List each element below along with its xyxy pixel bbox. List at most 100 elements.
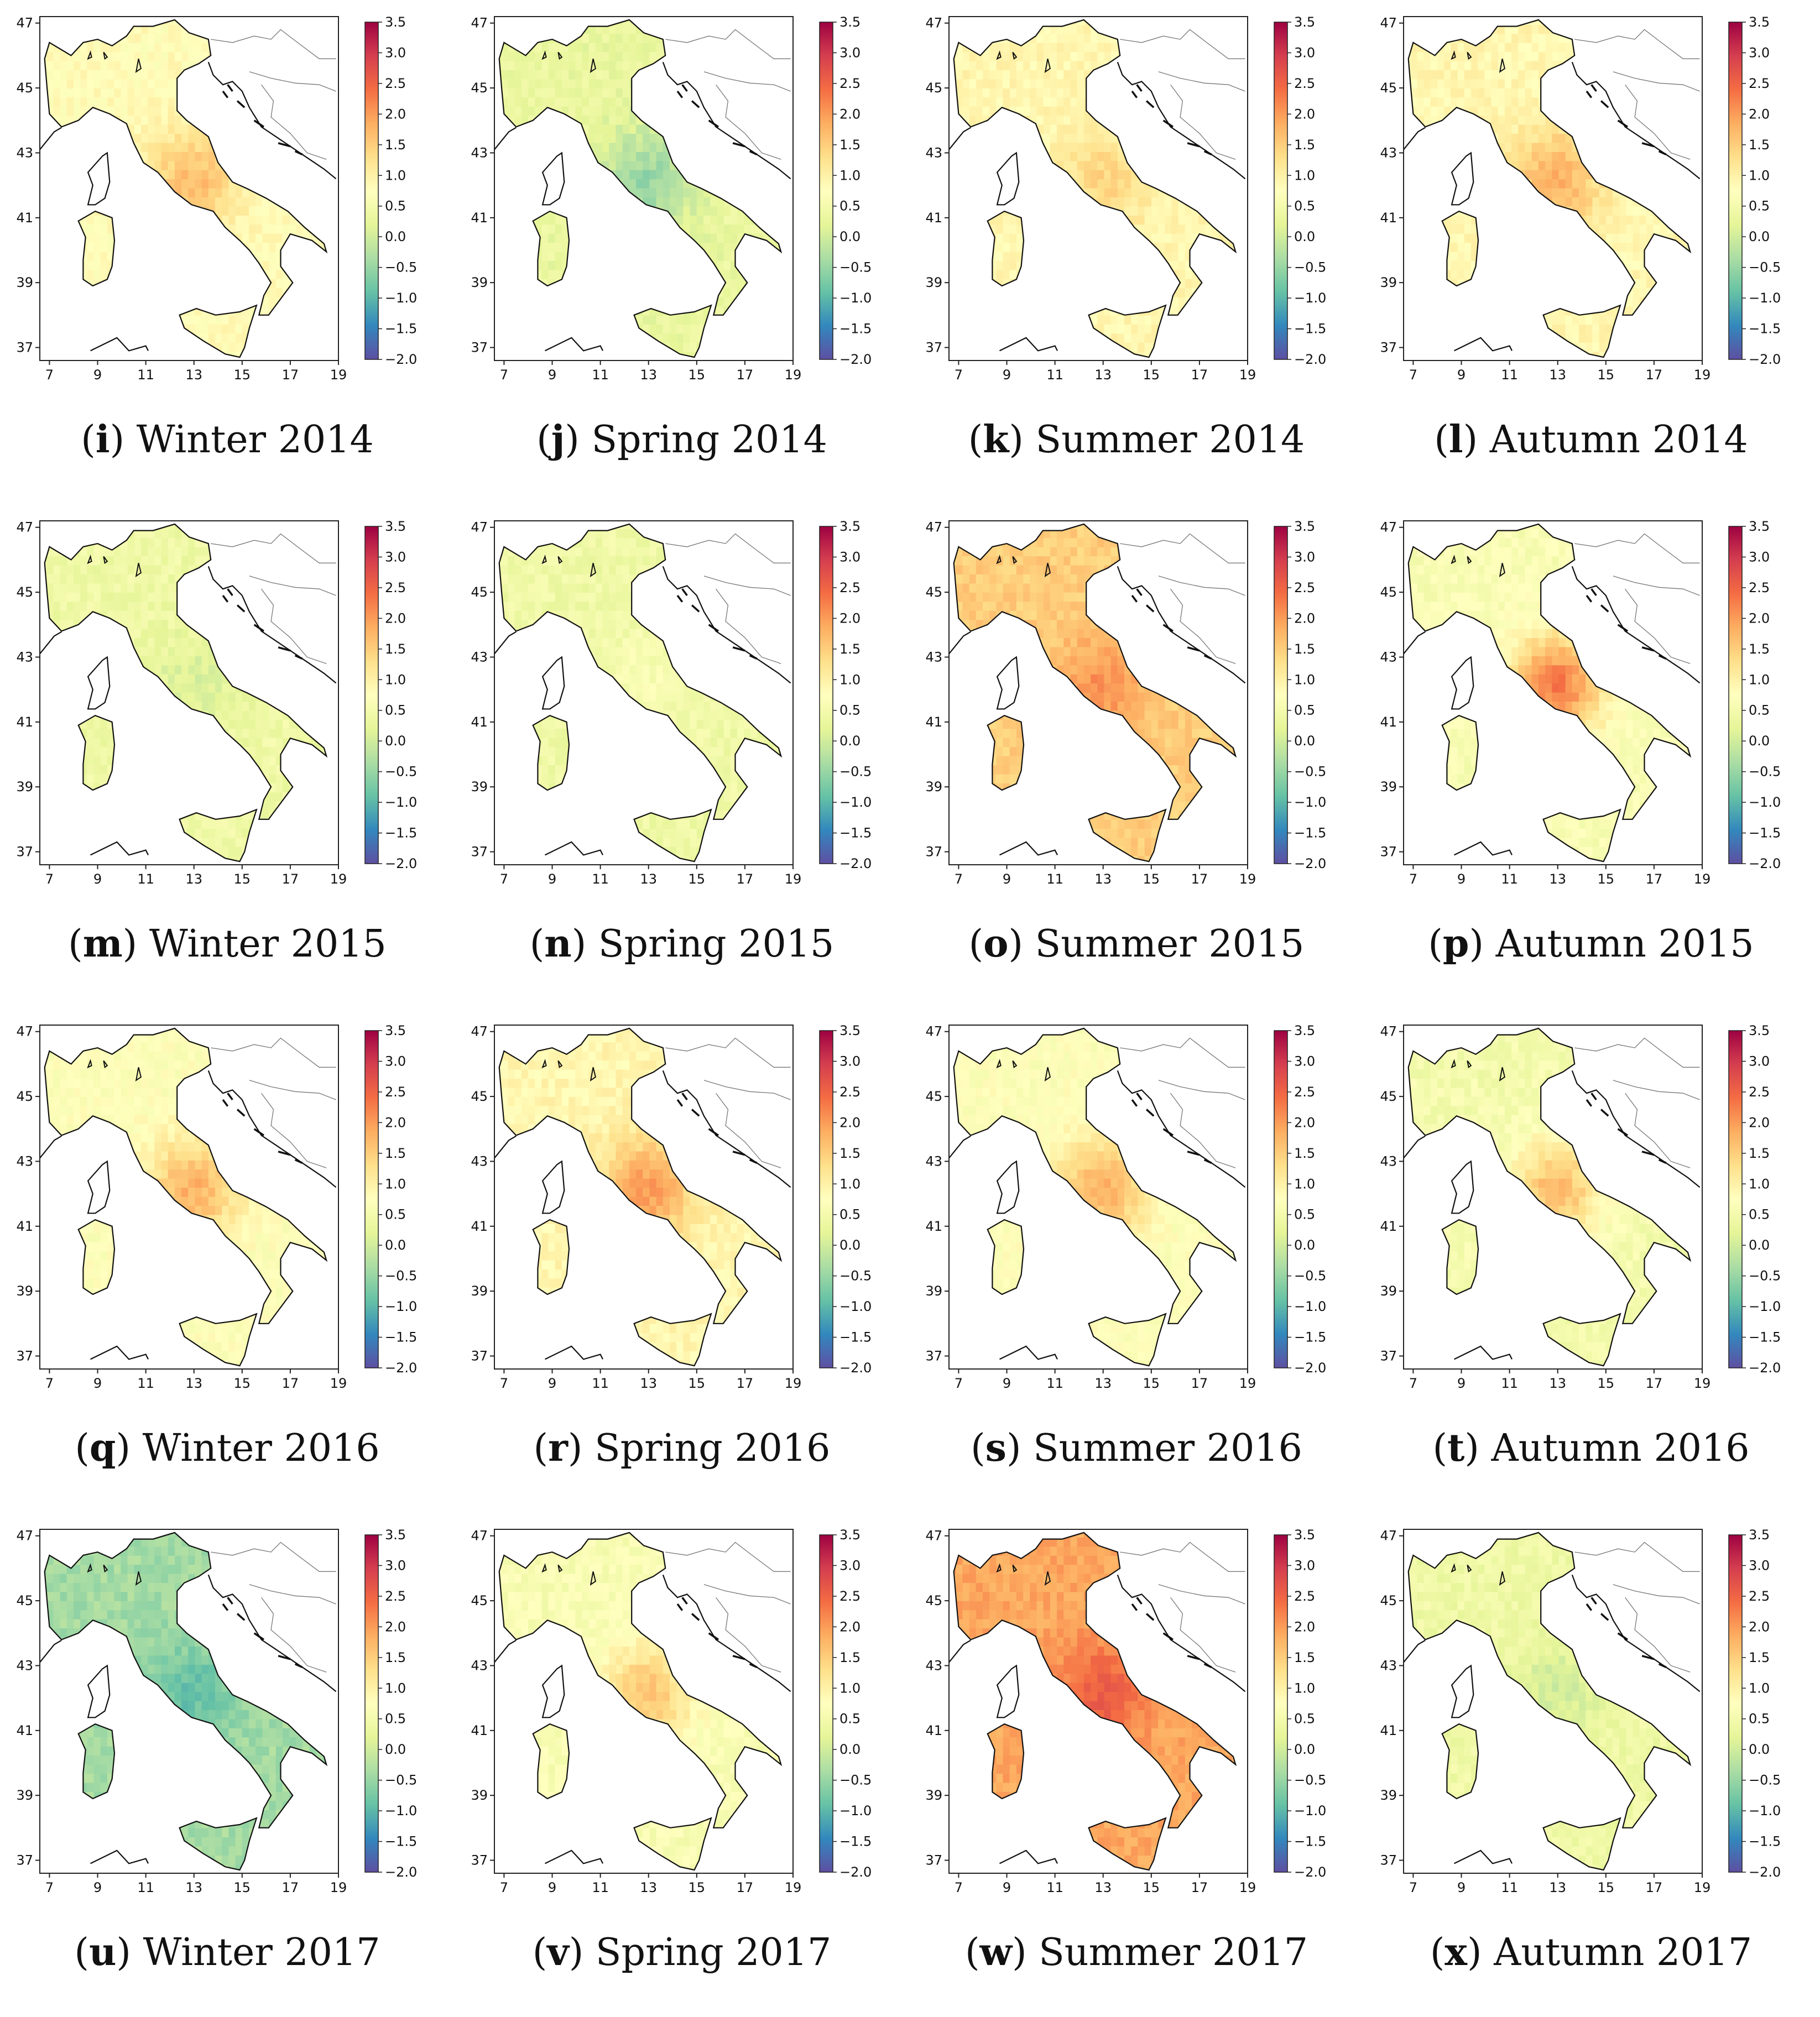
colorbar-tick-label: 0.0 (1294, 1742, 1315, 1757)
lon-tick-label: 13 (185, 1880, 202, 1895)
colorbar-tick-label: 3.5 (1749, 1527, 1770, 1543)
colorbar-tick-label: −2.0 (1294, 1864, 1326, 1880)
colorbar-tick-label: 3.0 (385, 549, 406, 565)
panel-season: Spring (591, 418, 719, 462)
colorbar-tick-label: 3.0 (1294, 1558, 1315, 1573)
lat-tick-label: 45 (16, 1593, 33, 1608)
colorbar-tick-label: −2.0 (385, 1360, 417, 1376)
lon-tick-label: 19 (1694, 1376, 1711, 1391)
lat-tick-label: 41 (471, 714, 488, 730)
coastlines (1403, 1027, 1701, 1367)
colorbar-tick-label: 1.0 (1294, 1176, 1315, 1192)
panel-year: 2014 (278, 418, 374, 462)
colorbar-tick-label: 2.5 (1294, 76, 1315, 91)
lon-tick-label: 9 (93, 871, 102, 887)
lat-tick-label: 37 (925, 1349, 942, 1364)
colorbar-tick-label: 0.5 (385, 1711, 406, 1727)
lon-tick-label: 17 (1191, 1376, 1208, 1391)
coastlines (39, 1027, 337, 1367)
colorbar-tick-label: 1.5 (1294, 1650, 1315, 1665)
panel-letter: i (96, 417, 110, 462)
colorbar-tick-label: 2.5 (1294, 1588, 1315, 1604)
lat-tick-label: 41 (925, 1219, 942, 1234)
lon-tick-label: 17 (1646, 1880, 1663, 1895)
lon-tick-label: 17 (737, 871, 754, 887)
axes-frame (494, 16, 794, 361)
borders (1574, 1542, 1700, 1673)
lon-tick-label: 17 (737, 1376, 754, 1391)
lon-tick-label: 19 (330, 367, 347, 383)
colorbar-tick-label: 1.5 (1749, 137, 1770, 153)
lat-tick-label: 37 (16, 1349, 33, 1364)
colorbar-tick-label: 1.5 (1749, 1146, 1770, 1161)
coastlines (1403, 1532, 1701, 1871)
colorbar-tick-label: 2.5 (839, 1588, 861, 1604)
lon-tick-label: 17 (282, 1376, 299, 1391)
lat-tick-label: 47 (471, 1024, 488, 1039)
colorbar-tick-label: 1.5 (839, 1650, 861, 1665)
map-panel-o: 7 9 11 13 15 17 19 47 45 43 41 39 37 3.5 3.0 2.5 2.0 1.5 1… (909, 504, 1364, 1008)
colorbar-tick-label: −0.5 (385, 764, 417, 780)
colorbar (819, 1030, 833, 1368)
colorbar-tick-label: 1.0 (1749, 1680, 1770, 1696)
lat-tick-label: 45 (16, 584, 33, 600)
colorbar-tick-label: 2.5 (839, 76, 861, 91)
lon-tick-label: 7 (1409, 871, 1417, 887)
panel-letter: j (551, 417, 565, 462)
lat-tick-label: 43 (471, 649, 488, 665)
colorbar-tick-label: 2.0 (1749, 1115, 1770, 1130)
lon-tick-label: 19 (1239, 367, 1256, 383)
lon-tick-label: 13 (640, 1376, 657, 1391)
lat-tick-label: 45 (925, 80, 942, 96)
lon-tick-label: 13 (185, 871, 202, 887)
lon-tick-label: 19 (785, 367, 802, 383)
lat-tick-label: 37 (1380, 1853, 1397, 1868)
axes-frame (494, 520, 794, 865)
lon-tick-label: 11 (1046, 367, 1063, 383)
lon-tick-label: 19 (785, 1880, 802, 1895)
colorbar-tick-label: 0.0 (839, 1237, 861, 1253)
colorbar-tick-label: 2.0 (385, 1115, 406, 1130)
lon-tick-label: 9 (1457, 367, 1466, 383)
lat-tick-label: 47 (471, 1528, 488, 1544)
lon-tick-label: 7 (45, 1376, 54, 1391)
panel-letter: s (985, 1426, 1007, 1470)
lat-tick-label: 47 (1380, 1528, 1397, 1544)
lon-tick-label: 13 (640, 1880, 657, 1895)
colorbar-tick-label: 1.0 (385, 168, 406, 183)
colorbar-tick-label: 0.0 (1749, 229, 1770, 244)
lat-tick-label: 37 (16, 844, 33, 860)
colorbar-tick-label: 3.0 (839, 1558, 861, 1573)
colorbar-tick-label: −1.5 (385, 1834, 417, 1849)
colorbar-tick-label: 0.0 (839, 229, 861, 244)
colorbar-tick-label: 3.0 (1294, 45, 1315, 60)
colorbar-tick-label: 0.5 (385, 703, 406, 718)
colorbar (819, 1534, 833, 1873)
lat-tick-label: 45 (1380, 584, 1397, 600)
lat-tick-label: 43 (1380, 1153, 1397, 1169)
borders (665, 1037, 791, 1168)
lon-tick-label: 7 (955, 367, 963, 383)
colorbar-tick-label: 1.5 (385, 641, 406, 657)
axes-frame (948, 16, 1248, 361)
colorbar-tick-label: 2.5 (1294, 580, 1315, 595)
axes-frame (1403, 1025, 1703, 1370)
lat-tick-label: 47 (16, 1528, 33, 1544)
colorbar (364, 526, 379, 864)
lat-tick-label: 39 (1380, 779, 1397, 795)
colorbar-tick-label: 2.5 (1749, 76, 1770, 91)
colorbar-tick-label: 2.5 (839, 1084, 861, 1100)
colorbar-tick-label: 3.5 (839, 1023, 861, 1038)
map-panel-w: 7 9 11 13 15 17 19 47 45 43 41 39 37 3.5 3.0 2.5 2.0 1.5 1… (909, 1513, 1364, 2017)
colorbar-tick-label: −1.0 (839, 1299, 872, 1314)
panel-year: 2017 (1212, 1931, 1308, 1974)
lat-tick-label: 39 (471, 779, 488, 795)
colorbar-tick-label: 3.5 (385, 1527, 406, 1543)
map-svg: 7 9 11 13 15 17 19 47 45 43 41 39 37 3.5 3.0 2.5 2.0 1.5 1… (16, 519, 417, 887)
lon-tick-label: 13 (640, 367, 657, 383)
coastlines (948, 523, 1246, 863)
lon-tick-label: 17 (282, 871, 299, 887)
colorbar-tick-label: 3.0 (1749, 549, 1770, 565)
colorbar-tick-label: 0.0 (1294, 229, 1315, 244)
colorbar (364, 1030, 379, 1368)
